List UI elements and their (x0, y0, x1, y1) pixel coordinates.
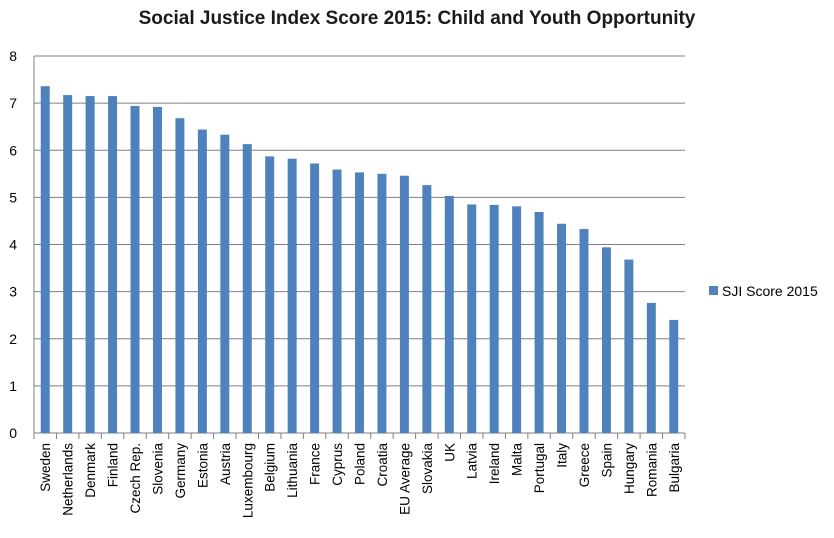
y-tick-label: 2 (9, 331, 17, 347)
x-tick-label: Sweden (38, 443, 53, 492)
x-tick-label: France (308, 443, 323, 485)
y-tick-label: 0 (9, 425, 17, 441)
bar-denmark (85, 96, 95, 434)
bar-slovakia (422, 185, 432, 433)
y-tick-label: 8 (9, 48, 17, 64)
x-tick-label: Bulgaria (667, 443, 682, 493)
x-tick-label: Austria (218, 443, 233, 486)
bar-spain (601, 247, 611, 433)
bar-portugal (534, 211, 544, 433)
x-tick-label: Slovakia (420, 443, 435, 495)
bar-germany (175, 118, 185, 433)
x-tick-label: Luxembourg (240, 443, 255, 518)
y-tick-label: 7 (9, 95, 17, 111)
x-tick-label: UK (442, 443, 457, 462)
x-tick-label: Malta (510, 443, 525, 477)
bar-hungary (624, 259, 634, 433)
legend-swatch (709, 286, 718, 295)
x-tick-label: Slovenia (150, 443, 165, 495)
y-tick-label: 3 (9, 284, 17, 300)
bar-luxembourg (242, 144, 252, 433)
x-tick-label: Denmark (83, 443, 98, 498)
y-tick-label: 4 (9, 237, 17, 253)
x-tick-label: Czech Rep. (128, 443, 143, 514)
legend-label: SJI Score 2015 (722, 283, 818, 299)
bar-netherlands (63, 95, 73, 434)
bar-latvia (467, 204, 477, 433)
bar-ireland (489, 204, 499, 433)
bar-czech-rep (130, 105, 140, 433)
bar-poland (355, 172, 364, 433)
bar-belgium (265, 156, 275, 433)
x-tick-label: Hungary (622, 443, 637, 494)
bar-bulgaria (669, 319, 679, 433)
x-tick-label: Cyprus (330, 443, 345, 486)
bar-romania (646, 302, 656, 433)
bar-estonia (197, 129, 207, 433)
x-tick-label: Romania (644, 443, 659, 498)
x-tick-label: Belgium (263, 443, 278, 492)
bar-uk (444, 195, 454, 433)
bar-lithuania (287, 158, 297, 434)
x-tick-label: EU Average (397, 443, 412, 515)
bar-greece (579, 228, 589, 433)
y-tick-label: 5 (9, 189, 17, 205)
x-tick-label: Croatia (375, 443, 390, 487)
x-tick-label: Netherlands (61, 443, 76, 516)
x-tick-label: Italy (555, 443, 570, 468)
bar-slovenia (152, 106, 162, 434)
x-tick-label: Greece (577, 443, 592, 487)
x-tick-label: Portugal (532, 443, 547, 493)
x-tick-label: Estonia (195, 443, 210, 489)
y-tick-label: 6 (9, 142, 17, 158)
bar-malta (512, 206, 522, 433)
x-tick-label: Poland (353, 443, 368, 485)
x-tick-label: Spain (599, 443, 614, 478)
bar-france (310, 163, 320, 433)
x-tick-label: Ireland (487, 443, 502, 484)
bar-italy (557, 223, 567, 433)
bar-eu-average (399, 175, 409, 433)
bar-austria (220, 134, 230, 434)
chart-title: Social Justice Index Score 2015: Child a… (138, 8, 696, 29)
y-tick-label: 1 (9, 378, 17, 394)
x-tick-label: Latvia (465, 443, 480, 480)
x-tick-label: Lithuania (285, 443, 300, 498)
x-tick-label: Germany (173, 443, 188, 499)
x-tick-label: Finland (106, 443, 121, 487)
bar-sweden (40, 86, 50, 433)
bar-croatia (377, 173, 387, 433)
bar-cyprus (332, 169, 342, 434)
bar-finland (108, 96, 118, 434)
